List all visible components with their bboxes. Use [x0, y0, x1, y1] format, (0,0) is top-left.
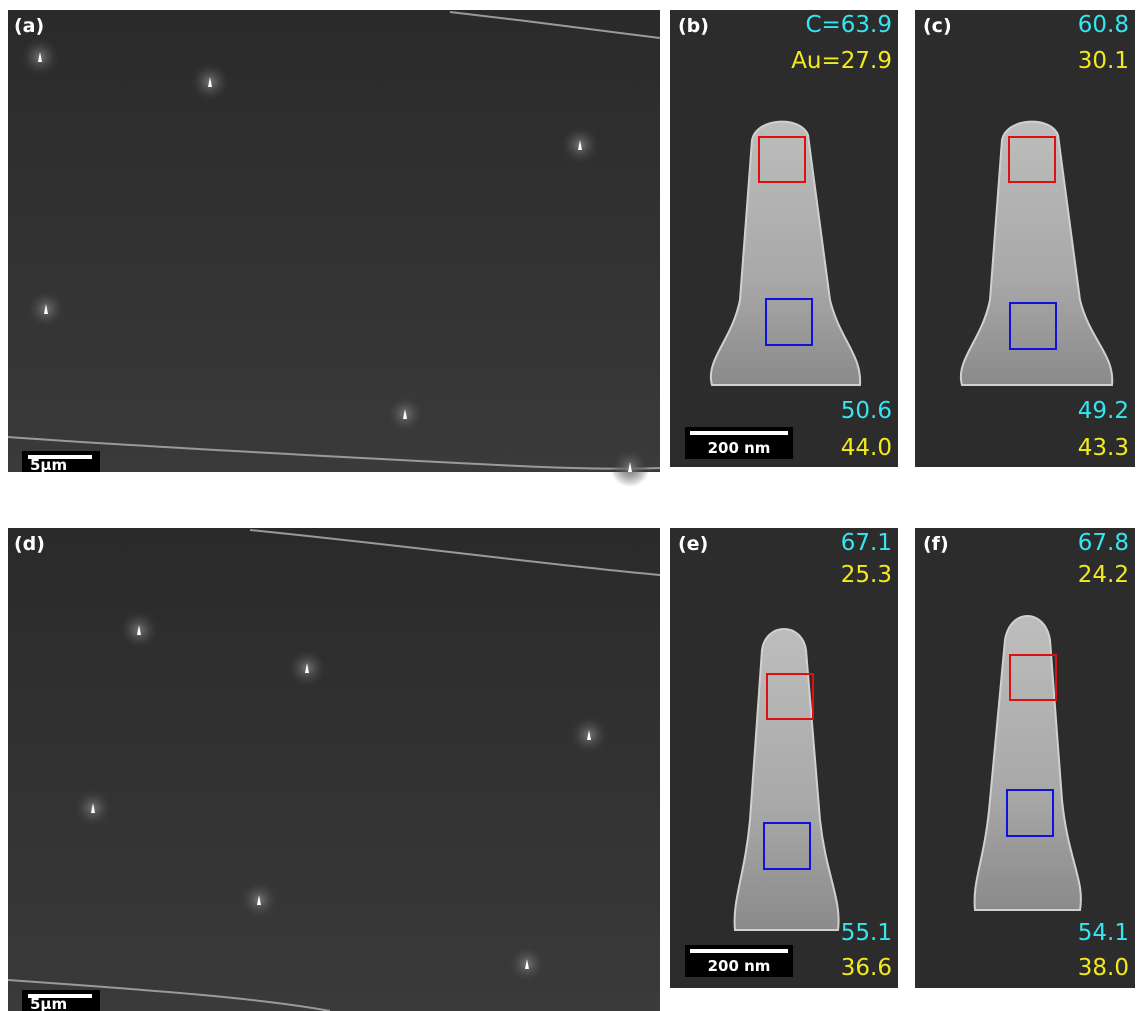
- sem-image: [8, 528, 660, 1011]
- bottom-gold: 36.6: [841, 955, 892, 981]
- panel-label: (f): [923, 533, 949, 555]
- panel-label: (d): [14, 533, 45, 555]
- top-gold: 30.1: [1078, 48, 1129, 74]
- top-gold: Au=27.9: [791, 48, 892, 74]
- top-carbon: 60.8: [1078, 12, 1129, 38]
- bottom-carbon: 50.6: [841, 398, 892, 424]
- bottom-carbon: 54.1: [1078, 920, 1129, 946]
- scale-label: 5µm: [30, 456, 67, 474]
- top-carbon: C=63.9: [805, 12, 892, 38]
- figure: (a) 5µm (d) 5µm (b) C=63.9 Au=27.9 50.6 44.0 200 …: [0, 0, 1138, 1011]
- top-carbon: 67.1: [841, 530, 892, 556]
- sem-image: [8, 10, 660, 472]
- scale-label: 200 nm: [708, 439, 771, 457]
- panel-label: (e): [678, 533, 708, 555]
- bottom-gold: 44.0: [841, 435, 892, 461]
- body: (a) 5µm (d) 5µm (b) C=63.9 Au=27.9 50.6 44.0 200 …: [0, 0, 1138, 1011]
- page: SEM figure {"panels":[ {"label":"(a)","s…: [0, 0, 1138, 1011]
- bottom-carbon: 55.1: [841, 920, 892, 946]
- scale-label: 5µm: [30, 995, 67, 1011]
- top-gold: 25.3: [841, 562, 892, 588]
- top-carbon: 67.8: [1078, 530, 1129, 556]
- scale-label: 200 nm: [708, 957, 771, 975]
- top-gold: 24.2: [1078, 562, 1129, 588]
- panel-label: (c): [923, 15, 952, 37]
- bottom-carbon: 49.2: [1078, 398, 1129, 424]
- bottom-gold: 43.3: [1078, 435, 1129, 461]
- scale-bar: [690, 949, 788, 953]
- panel-label: (b): [678, 15, 709, 37]
- panel-label: (a): [14, 15, 44, 37]
- bottom-gold: 38.0: [1078, 955, 1129, 981]
- scale-bar: [690, 431, 788, 435]
